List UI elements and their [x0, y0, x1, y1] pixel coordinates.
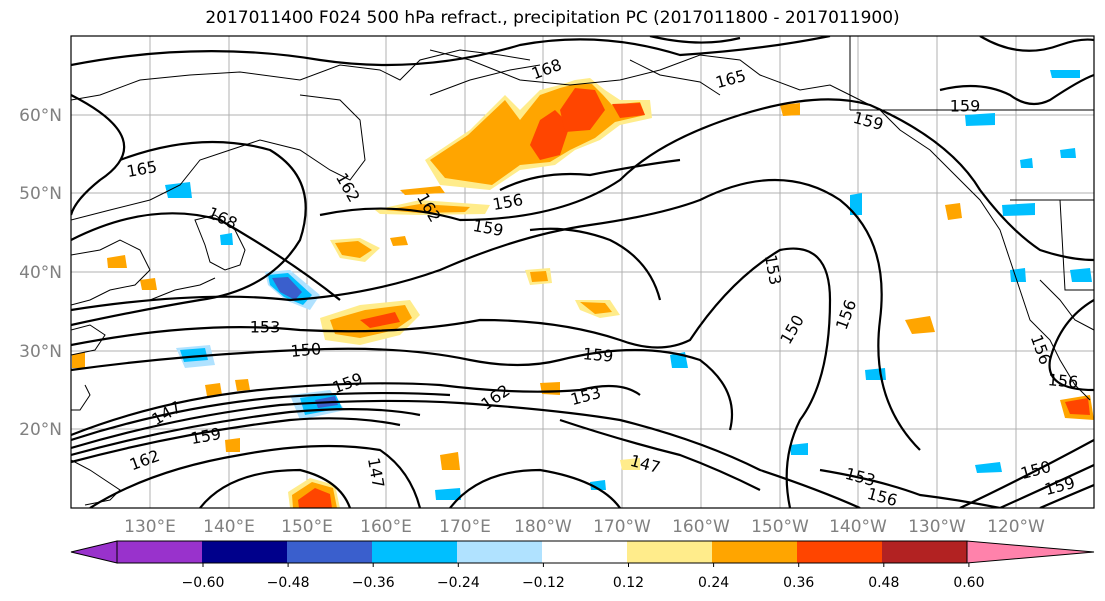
colorbar-tick-label: 0.12	[613, 575, 644, 591]
colorbar-segment	[457, 541, 542, 563]
colorbar-segment	[627, 541, 712, 563]
colorbar-tick-label: −0.48	[267, 575, 310, 591]
longitude-label: 180°W	[514, 517, 572, 537]
colorbar-segment	[712, 541, 797, 563]
contour-label: 150	[290, 339, 322, 361]
longitude-label: 150°E	[281, 517, 333, 537]
colorbar-tick-label: −0.36	[352, 575, 395, 591]
colorbar-tick-label: −0.60	[182, 575, 225, 591]
colorbar-tick-labels: −0.60 −0.48 −0.36 −0.24 −0.12 0.12 0.24 0.36 0.4…	[182, 575, 985, 591]
colorbar-segment	[797, 541, 882, 563]
longitude-label: 160°E	[360, 517, 412, 537]
latitude-label: 50°N	[19, 184, 62, 204]
colorbar-segment	[882, 541, 967, 563]
refractivity-contours	[71, 36, 1094, 508]
colorbar-segment	[202, 541, 287, 563]
colorbar-tick-label: 0.48	[868, 575, 899, 591]
longitude-label: 170°W	[593, 517, 651, 537]
colorbar-tick-label: 0.60	[953, 575, 984, 591]
latitude-label: 30°N	[19, 342, 62, 362]
longitude-label: 130°W	[908, 517, 966, 537]
longitude-label: 130°E	[124, 517, 176, 537]
contour-label: 156	[1047, 370, 1079, 392]
latitude-label: 20°N	[19, 420, 62, 440]
colorbar-tick-label: 0.36	[783, 575, 814, 591]
colorbar-segment	[542, 541, 627, 563]
colorbar-tick-label: −0.24	[437, 575, 480, 591]
longitude-label: 150°W	[751, 517, 809, 537]
latitude-label: 40°N	[19, 263, 62, 283]
map-title: 2017011400 F024 500 hPa refract., precip…	[205, 8, 900, 28]
longitude-label: 140°E	[203, 517, 255, 537]
colorbar-tick-label: 0.24	[698, 575, 729, 591]
latitude-label: 60°N	[19, 106, 62, 126]
map-frame	[70, 35, 1095, 509]
longitude-label: 140°W	[829, 517, 887, 537]
colorbar-frame	[116, 540, 968, 564]
colorbar-segment	[372, 541, 457, 563]
colorbar-lower-extension	[70, 540, 118, 564]
colorbar	[70, 540, 1095, 567]
coastlines	[71, 36, 1094, 506]
colorbar-tick-label: −0.12	[522, 575, 565, 591]
longitude-label: 120°W	[987, 517, 1045, 537]
contour-label: 159	[950, 97, 981, 116]
longitude-label: 170°E	[439, 517, 491, 537]
longitude-labels: 130°E 140°E 150°E 160°E 170°E 180°W 170°W 160°W…	[124, 517, 1045, 537]
contour-label: 159	[582, 344, 614, 366]
colorbar-upper-extension	[966, 540, 1095, 564]
colorbar-segment	[287, 541, 372, 563]
latitude-labels: 60°N 50°N 40°N 30°N 20°N	[19, 106, 62, 440]
longitude-label: 160°W	[672, 517, 730, 537]
contour-label: 153	[250, 318, 281, 337]
colorbar-segment	[117, 541, 202, 563]
